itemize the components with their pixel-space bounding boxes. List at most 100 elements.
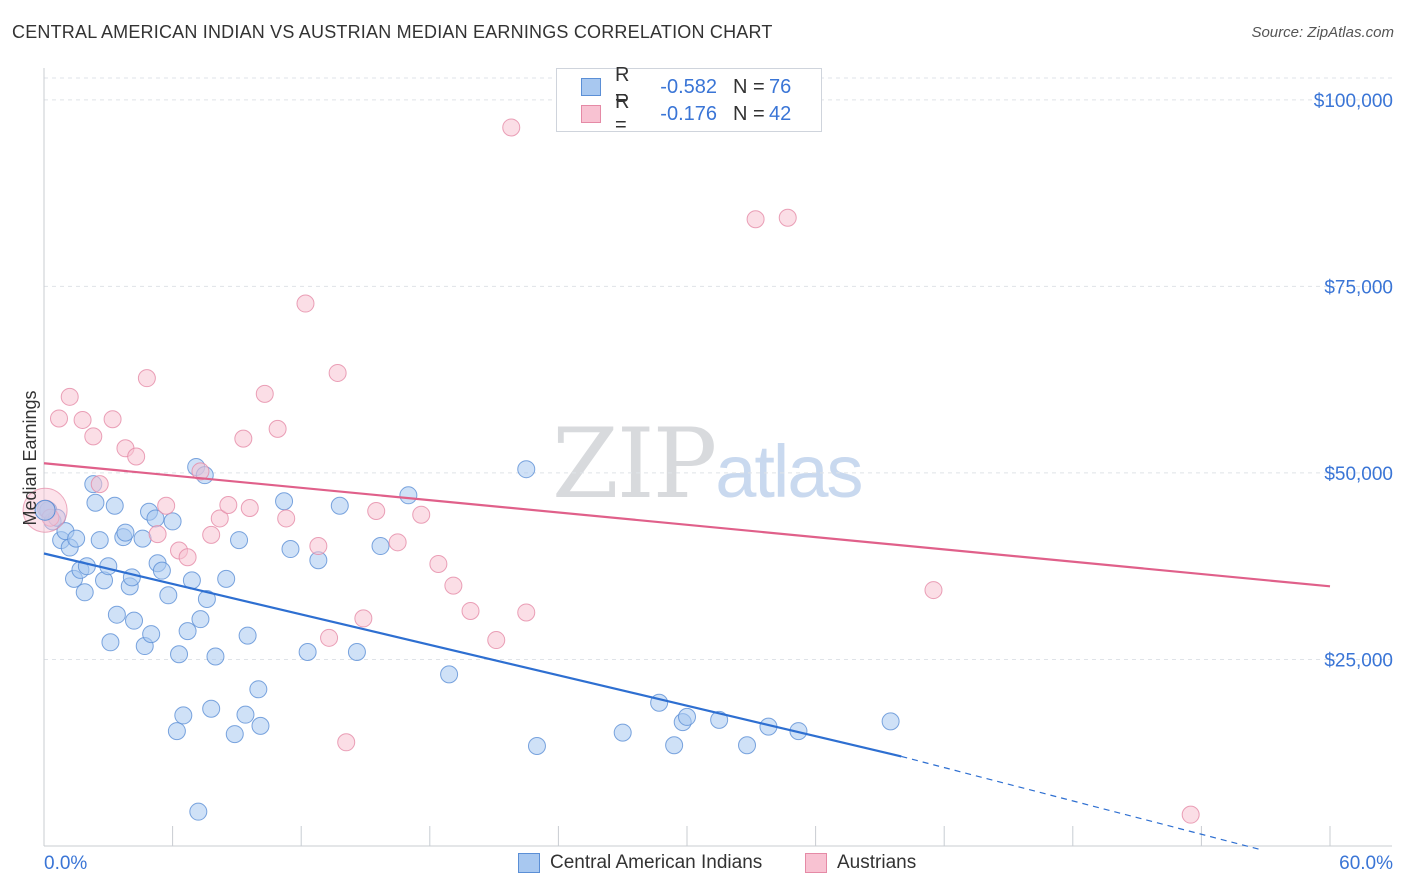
data-point bbox=[710, 710, 729, 729]
data-point bbox=[105, 496, 124, 515]
data-point bbox=[225, 725, 244, 744]
y-tick-label: $100,000 bbox=[1314, 91, 1393, 112]
trend-line-extension bbox=[901, 755, 1261, 851]
data-point bbox=[746, 210, 765, 229]
data-point bbox=[178, 622, 197, 641]
data-point bbox=[103, 410, 122, 429]
data-point bbox=[1181, 805, 1200, 824]
legend-item-central-american-indians[interactable]: Central American Indians bbox=[518, 852, 762, 874]
legend-item-label: Central American Indians bbox=[550, 852, 763, 873]
data-point bbox=[86, 493, 105, 512]
data-point bbox=[517, 603, 536, 622]
watermark-zip: ZIP bbox=[552, 408, 717, 520]
data-point bbox=[50, 409, 69, 428]
legend-n-label: N = bbox=[733, 75, 765, 98]
chart-title: CENTRAL AMERICAN INDIAN VS AUSTRIAN MEDI… bbox=[12, 22, 773, 42]
data-points bbox=[22, 118, 1200, 824]
data-point bbox=[101, 633, 120, 652]
data-point bbox=[678, 707, 696, 726]
data-point bbox=[388, 533, 407, 552]
data-point bbox=[137, 369, 156, 388]
data-point bbox=[197, 590, 216, 609]
data-point bbox=[67, 529, 86, 548]
data-point bbox=[234, 429, 253, 448]
data-point bbox=[527, 737, 546, 756]
data-point bbox=[502, 118, 521, 137]
y-tick-label: $50,000 bbox=[1324, 464, 1393, 485]
data-point bbox=[210, 509, 229, 528]
data-point bbox=[328, 363, 347, 382]
data-point bbox=[191, 610, 210, 629]
data-point bbox=[371, 537, 390, 556]
data-point bbox=[429, 554, 448, 573]
data-point bbox=[125, 611, 144, 630]
data-point bbox=[167, 722, 186, 741]
data-point bbox=[320, 628, 339, 647]
data-point bbox=[412, 505, 431, 524]
legend-swatch-pink bbox=[805, 853, 827, 873]
data-point bbox=[487, 631, 506, 650]
data-point bbox=[255, 384, 274, 403]
legend-r-value: -0.176 bbox=[660, 102, 717, 125]
data-point bbox=[251, 716, 270, 735]
data-point bbox=[142, 625, 161, 644]
data-point bbox=[354, 609, 373, 628]
legend-r-value: -0.582 bbox=[660, 75, 717, 98]
source-label: Source: ZipAtlas.com bbox=[1251, 24, 1394, 41]
data-point bbox=[738, 736, 757, 755]
data-point bbox=[206, 647, 225, 666]
data-point bbox=[296, 294, 315, 313]
series-legend: Central American Indians Austrians bbox=[0, 852, 1406, 878]
data-point bbox=[157, 496, 176, 515]
data-point bbox=[60, 387, 79, 406]
data-point bbox=[337, 733, 356, 752]
data-point bbox=[75, 583, 94, 602]
data-point bbox=[277, 509, 296, 528]
legend-r-label: R = bbox=[615, 64, 630, 109]
data-point bbox=[219, 496, 238, 515]
data-point bbox=[107, 605, 126, 624]
data-point bbox=[440, 665, 459, 684]
tick-labels: $25,000 $50,000 $75,000 $100,000 0.0% 60.0% Me… bbox=[20, 91, 1393, 874]
data-point bbox=[133, 529, 152, 548]
x-tick-label-max: 60.0% bbox=[1339, 853, 1393, 874]
legend-swatch-blue bbox=[518, 853, 540, 873]
legend-n-value: 42 bbox=[769, 102, 792, 125]
data-point bbox=[613, 723, 632, 742]
data-point bbox=[174, 706, 193, 725]
data-point bbox=[90, 475, 109, 494]
data-point bbox=[217, 569, 236, 588]
data-point bbox=[330, 496, 349, 515]
data-point bbox=[34, 499, 56, 521]
data-point bbox=[230, 531, 249, 550]
data-point bbox=[236, 705, 255, 724]
legend-n-label: N = bbox=[733, 102, 765, 125]
legend-item-label: Austrians bbox=[837, 852, 917, 873]
data-point bbox=[238, 626, 257, 645]
data-point bbox=[152, 561, 171, 580]
legend-n-value: 76 bbox=[769, 75, 792, 98]
data-point bbox=[90, 531, 109, 550]
data-point bbox=[202, 525, 221, 544]
data-point bbox=[281, 540, 300, 559]
data-point bbox=[924, 581, 943, 600]
data-point bbox=[778, 208, 797, 227]
data-point bbox=[517, 460, 536, 479]
x-tick-label-min: 0.0% bbox=[44, 853, 87, 874]
data-point bbox=[127, 447, 146, 466]
data-point bbox=[444, 576, 463, 595]
data-point bbox=[122, 568, 141, 587]
data-point bbox=[461, 601, 480, 620]
data-point bbox=[202, 699, 221, 718]
data-point bbox=[268, 419, 287, 438]
legend-r-label: R = bbox=[615, 91, 630, 136]
y-axis-title: Median Earnings bbox=[20, 390, 40, 525]
data-point bbox=[367, 501, 386, 520]
data-point bbox=[240, 498, 259, 517]
data-point bbox=[159, 586, 178, 605]
legend-item-austrians[interactable]: Austrians bbox=[805, 852, 916, 874]
watermark-atlas: atlas bbox=[715, 430, 863, 513]
watermark: ZIPatlas bbox=[552, 408, 864, 520]
data-point bbox=[298, 643, 317, 661]
